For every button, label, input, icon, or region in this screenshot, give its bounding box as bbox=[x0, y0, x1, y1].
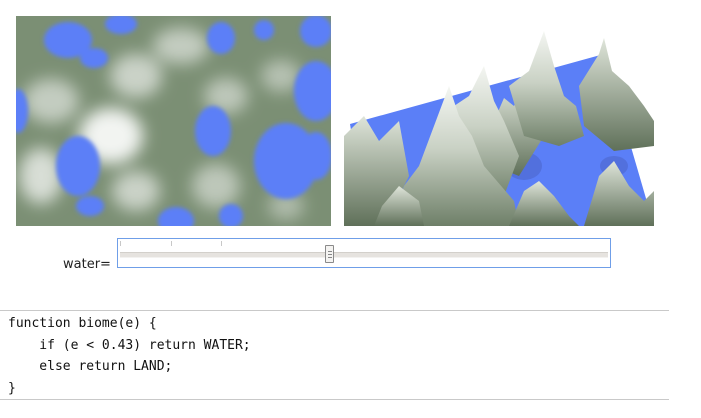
water-regions-2d bbox=[16, 16, 331, 226]
slider-thumb[interactable] bbox=[325, 245, 335, 263]
code-line: if (e < 0.43) return WATER; bbox=[8, 337, 251, 353]
water-slider[interactable] bbox=[117, 238, 611, 268]
code-top-divider bbox=[0, 310, 669, 311]
code-bottom-divider bbox=[0, 399, 669, 400]
slider-tick bbox=[120, 241, 121, 246]
slider-track[interactable] bbox=[120, 252, 608, 258]
mountain-peaks-3d bbox=[344, 31, 654, 226]
terrain-3d-render bbox=[344, 31, 654, 226]
code-line: } bbox=[8, 380, 16, 396]
slider-tick bbox=[171, 241, 172, 246]
biome-map-2d bbox=[16, 16, 331, 226]
water-slider-row: water= bbox=[60, 238, 620, 272]
code-line: else return LAND; bbox=[8, 359, 173, 374]
biome-code-block: function biome(e) { if (e < 0.43) return… bbox=[8, 313, 251, 399]
water-slider-label: water= bbox=[63, 257, 111, 272]
code-line: function biome(e) { bbox=[8, 316, 157, 331]
slider-tick bbox=[221, 241, 222, 246]
